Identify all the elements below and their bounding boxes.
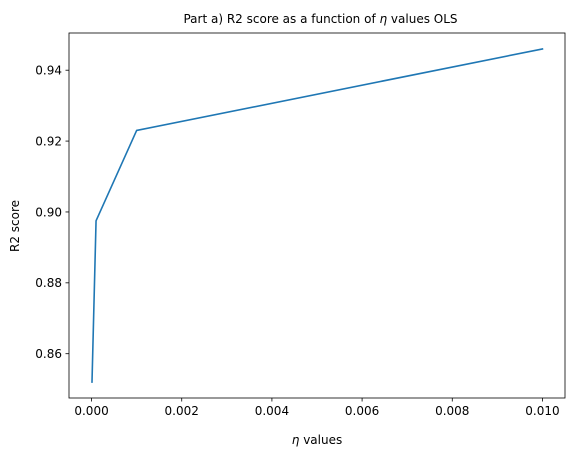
chart-title: Part a) R2 score as a function of η valu…	[183, 12, 457, 26]
x-axis: 0.000 0.002 0.004 0.006 0.008 0.010	[74, 398, 560, 418]
y-axis-label: R2 score	[8, 200, 22, 252]
y-tick-label: 0.92	[35, 134, 62, 148]
y-tick-label: 0.88	[35, 276, 62, 290]
y-tick-label: 0.94	[35, 64, 62, 78]
x-tick-label: 0.006	[345, 404, 379, 418]
x-tick-label: 0.000	[74, 404, 108, 418]
y-axis: 0.86 0.88 0.90 0.92 0.94	[35, 64, 69, 361]
plot-area	[91, 48, 544, 383]
y-tick-label: 0.90	[35, 205, 62, 219]
y-tick-label: 0.86	[35, 347, 62, 361]
x-axis-label: η values	[292, 433, 342, 447]
x-tick-label: 0.010	[525, 404, 559, 418]
x-tick-label: 0.008	[435, 404, 469, 418]
axes-frame	[68, 32, 566, 399]
x-tick-label: 0.004	[255, 404, 289, 418]
series-line	[91, 48, 544, 383]
x-tick-label: 0.002	[165, 404, 199, 418]
